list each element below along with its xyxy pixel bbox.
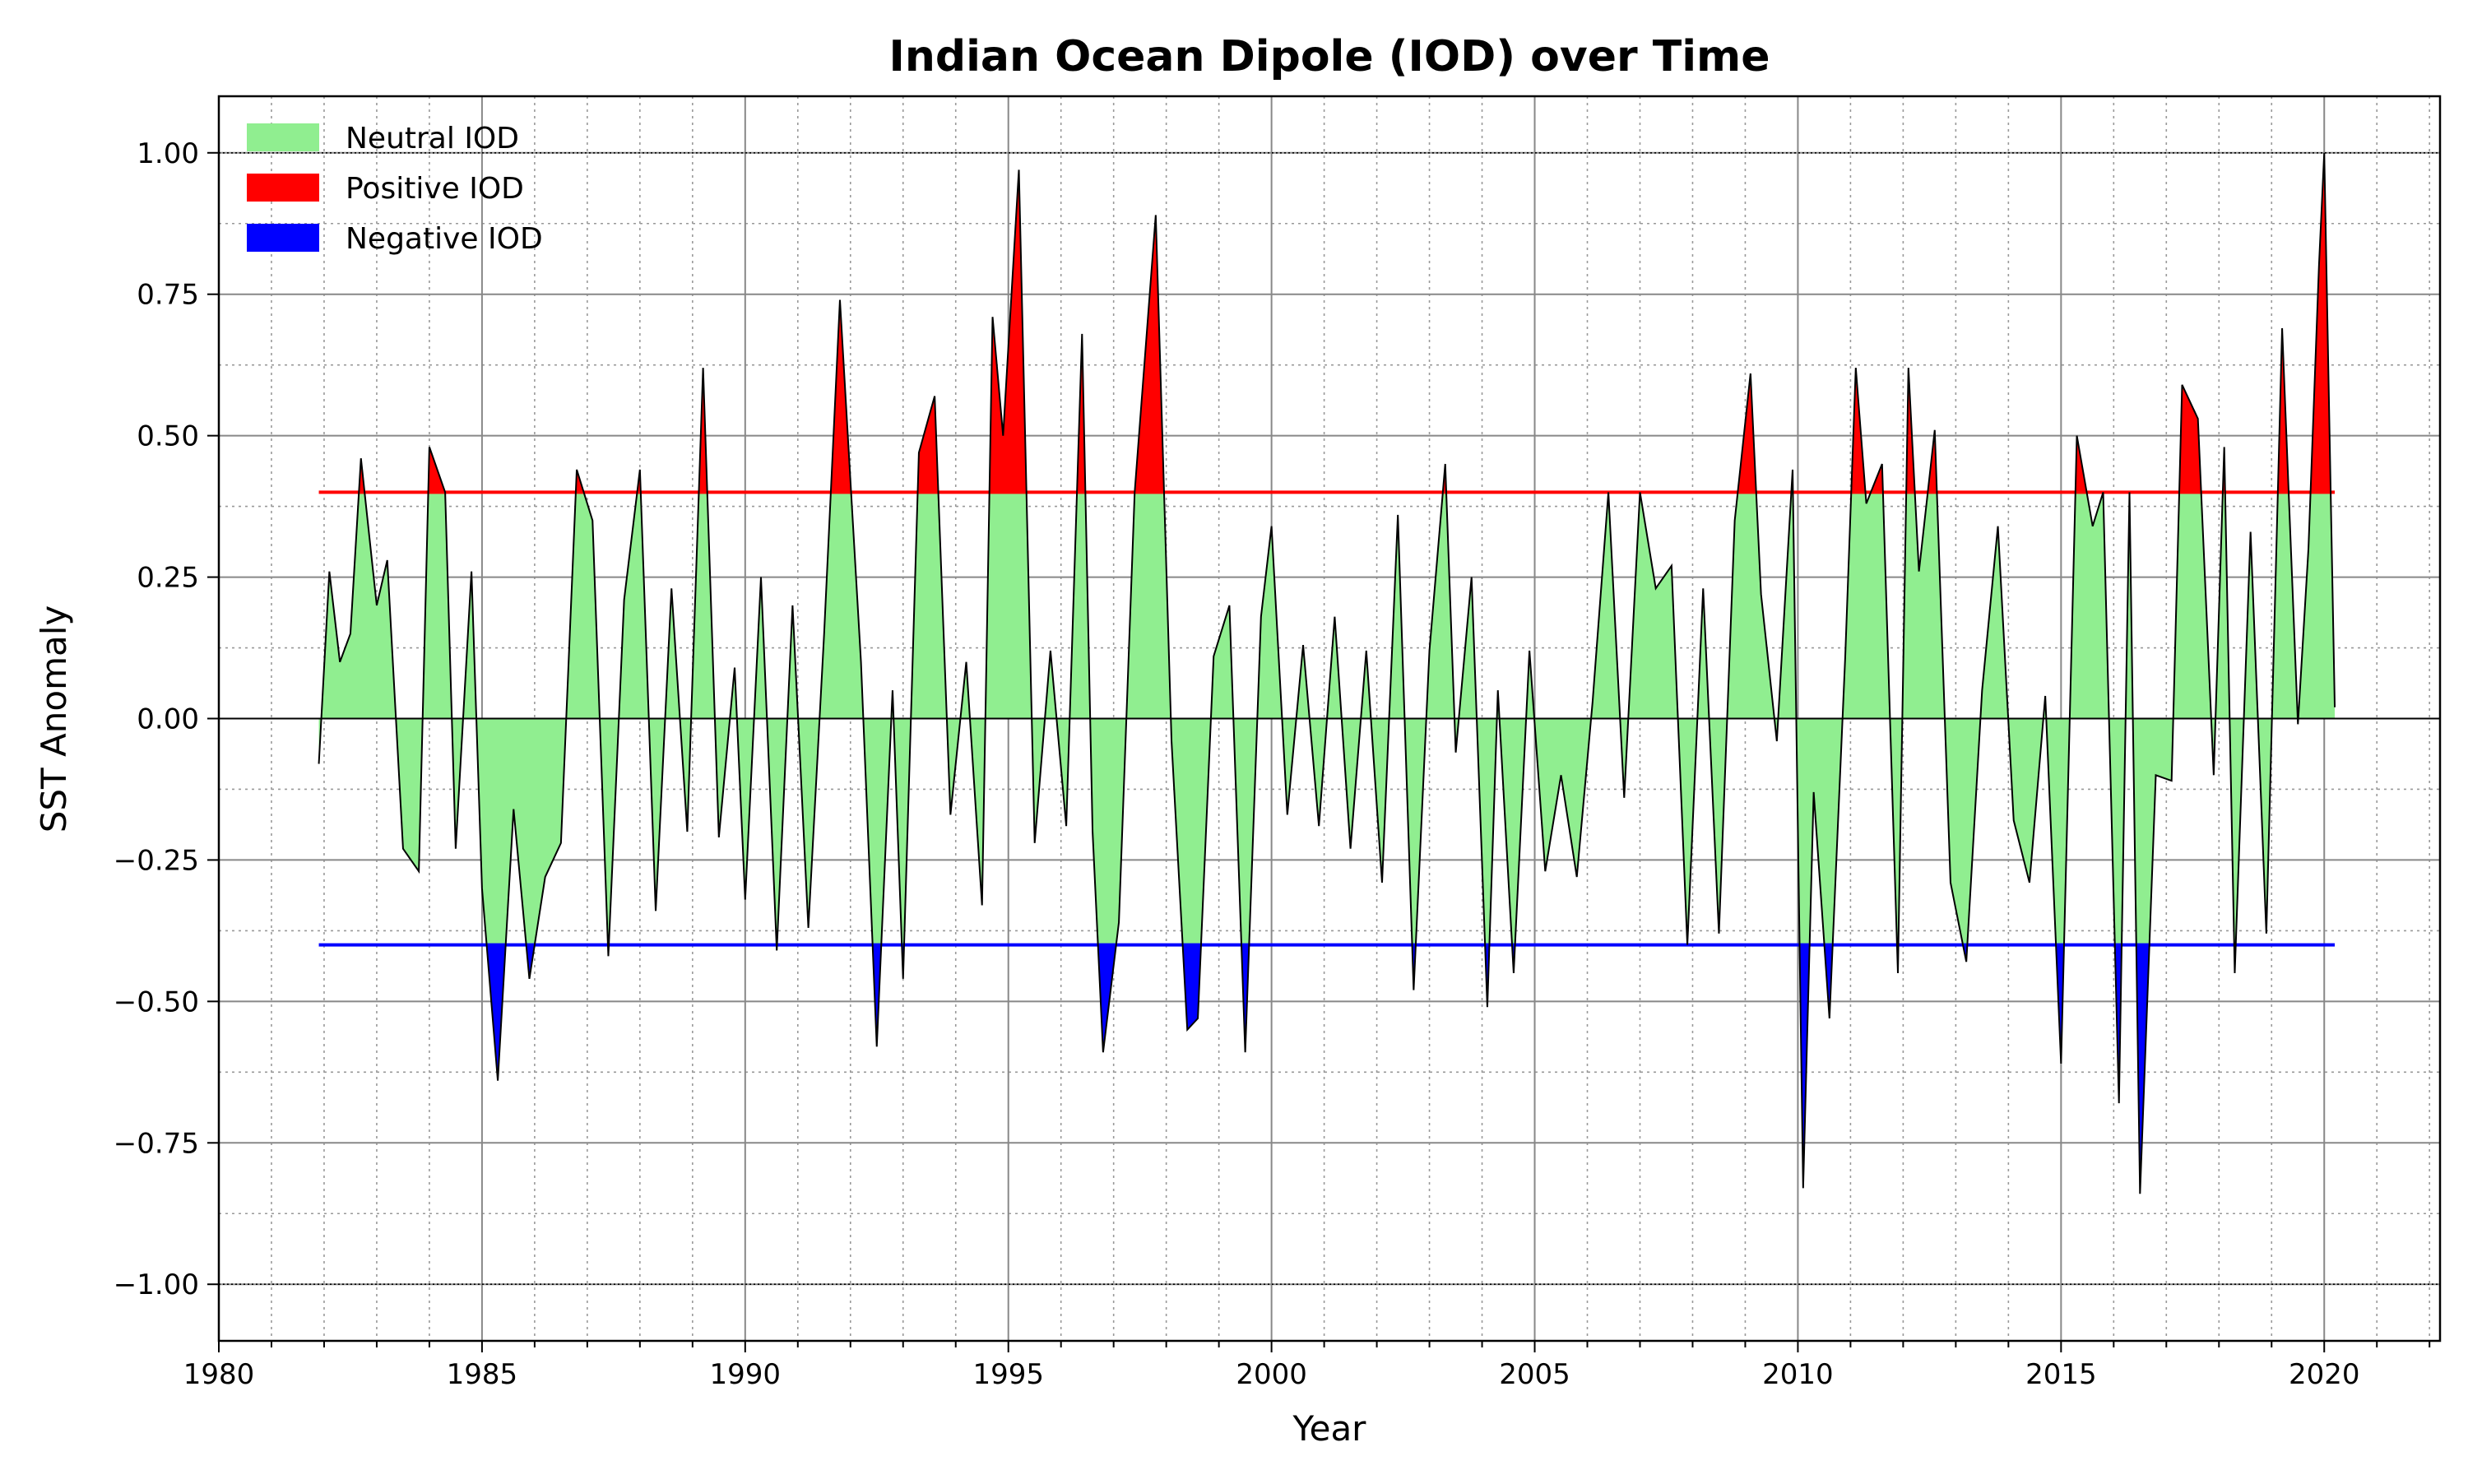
- x-tick-label: 2020: [2289, 1358, 2360, 1391]
- x-tick-label: 2005: [1499, 1358, 1570, 1391]
- iod-series-line: [318, 152, 2336, 1194]
- legend: Neutral IOD Positive IOD Negative IOD: [247, 122, 543, 256]
- y-tick-label: −0.75: [114, 1127, 199, 1160]
- x-tick-label: 2010: [1762, 1358, 1834, 1391]
- x-tick-label: 1985: [447, 1358, 518, 1391]
- x-axis-title: Year: [1292, 1408, 1367, 1449]
- y-tick-label: 0.25: [137, 562, 199, 595]
- x-tick-label: 2000: [1236, 1358, 1307, 1391]
- legend-label: Positive IOD: [346, 172, 524, 206]
- y-tick-label: 0.00: [137, 703, 199, 736]
- y-tick-label: −0.25: [114, 844, 199, 877]
- legend-swatch: [247, 174, 319, 202]
- legend-label: Negative IOD: [346, 222, 543, 256]
- legend-label: Neutral IOD: [346, 122, 519, 155]
- x-tick-label: 1995: [972, 1358, 1044, 1391]
- legend-swatch: [247, 224, 319, 252]
- x-tick-label: 1980: [183, 1358, 255, 1391]
- y-tick-label: 1.00: [137, 137, 199, 170]
- plot-area: 1980 1985 1990 1995 2000 2005 2010 2015 2020 −1.0…: [114, 95, 2442, 1391]
- ticks: 1980 1985 1990 1995 2000 2005 2010 2015 2020 −1.0…: [114, 137, 2431, 1391]
- y-tick-label: 0.50: [137, 420, 199, 453]
- x-tick-label: 1990: [710, 1358, 782, 1391]
- y-tick-label: −1.00: [114, 1268, 199, 1301]
- x-tick-label: 2015: [2025, 1358, 2097, 1391]
- y-tick-label: 0.75: [137, 279, 199, 312]
- chart-title: Indian Ocean Dipole (IOD) over Time: [888, 32, 1770, 81]
- y-tick-label: −0.50: [114, 985, 199, 1018]
- y-axis-title: SST Anomaly: [34, 605, 74, 833]
- legend-swatch: [247, 123, 319, 151]
